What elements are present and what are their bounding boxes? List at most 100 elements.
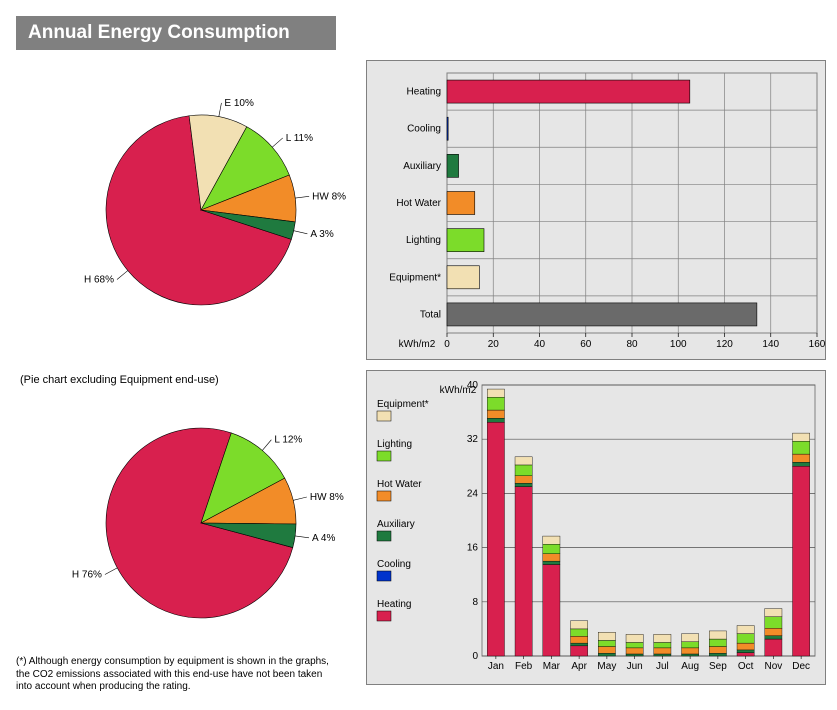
hbar-x-axis-label: kWh/m2 <box>399 339 436 350</box>
stacked-segment <box>543 565 560 656</box>
stacked-segment <box>793 433 810 441</box>
y-tick-label: 16 <box>467 543 479 554</box>
stacked-segment <box>487 397 504 410</box>
stacked-segment <box>598 653 615 656</box>
y-tick-label: 8 <box>472 597 478 608</box>
stacked-segment <box>543 554 560 561</box>
stacked-segment <box>737 626 754 634</box>
stacked-segment <box>543 561 560 564</box>
legend-label: Equipment* <box>377 399 429 410</box>
legend-swatch <box>377 491 391 501</box>
x-tick-label: 20 <box>488 339 500 350</box>
stacked-segment <box>626 648 643 654</box>
month-label: Feb <box>515 661 533 672</box>
legend-swatch <box>377 411 391 421</box>
stacked-segment <box>709 647 726 654</box>
hbar-bar <box>447 303 757 326</box>
hbar-bar <box>447 191 475 214</box>
x-tick-label: 0 <box>444 339 450 350</box>
stacked-segment <box>654 654 671 656</box>
legend-swatch <box>377 611 391 621</box>
stacked-segment <box>654 634 671 642</box>
x-tick-label: 80 <box>626 339 638 350</box>
legend-label: Hot Water <box>377 479 422 490</box>
month-label: Aug <box>681 661 699 672</box>
stacked-segment <box>598 632 615 640</box>
stacked-segment <box>487 418 504 422</box>
stacked-segment <box>515 457 532 465</box>
stacked-segment <box>682 642 699 648</box>
stacked-segment <box>737 634 754 643</box>
page-title: Annual Energy Consumption <box>16 16 336 50</box>
y-tick-label: 24 <box>467 488 479 499</box>
stacked-segment <box>543 544 560 553</box>
stacked-segment <box>709 639 726 646</box>
pie-slice-label: L 12% <box>274 435 302 446</box>
stacked-segment <box>709 631 726 639</box>
stacked-segment <box>682 648 699 654</box>
stacked-segment <box>765 639 782 656</box>
x-tick-label: 120 <box>716 339 733 350</box>
month-label: Jun <box>627 661 643 672</box>
stacked-segment <box>515 476 532 483</box>
stacked-segment <box>626 654 643 656</box>
pie-chart-1-panel: H 68%E 10%L 11%HW 8%A 3% <box>16 60 356 360</box>
pie-slice-label: L 11% <box>286 133 313 144</box>
stacked-segment <box>571 636 588 643</box>
month-label: Nov <box>764 661 782 672</box>
hbar-panel: 020406080100120140160HeatingCoolingAuxil… <box>366 60 836 360</box>
pie-chart-2: H 76% L 12% HW 8% A 4% <box>26 388 346 648</box>
stacked-segment <box>487 422 504 656</box>
x-tick-label: 140 <box>762 339 779 350</box>
legend-label: Heating <box>377 599 411 610</box>
stacked-segment <box>626 634 643 642</box>
stacked-segment <box>793 462 810 466</box>
month-label: Jan <box>488 661 504 672</box>
stacked-y-axis-label: kWh/m2 <box>440 385 477 396</box>
month-label: Sep <box>709 661 727 672</box>
pie-slice-label: A 3% <box>310 229 333 240</box>
hbar-category-label: Lighting <box>406 235 441 246</box>
stacked-segment <box>793 466 810 656</box>
hbar-category-label: Total <box>420 309 441 320</box>
hbar-category-label: Cooling <box>407 124 441 135</box>
pie-slice-label: A 4% <box>312 533 335 544</box>
stacked-segment <box>793 441 810 454</box>
stacked-segment <box>598 640 615 646</box>
stacked-segment <box>793 454 810 462</box>
stacked-segment <box>709 653 726 656</box>
hbar-bar <box>447 266 479 289</box>
stacked-segment <box>543 536 560 544</box>
x-tick-label: 100 <box>670 339 687 350</box>
pie-slice-label: HW 8% <box>312 191 346 202</box>
stacked-segment <box>571 621 588 629</box>
stacked-segment <box>487 389 504 397</box>
stacked-segment <box>515 487 532 656</box>
pie-slice-label: HW 8% <box>310 492 344 503</box>
stacked-segment <box>682 654 699 656</box>
pie-chart-2-panel: (Pie chart excluding Equipment end-use) … <box>16 370 356 694</box>
x-tick-label: 160 <box>809 339 826 350</box>
stacked-segment <box>654 648 671 654</box>
y-tick-label: 32 <box>467 434 479 445</box>
legend-label: Auxiliary <box>377 519 415 530</box>
pie-slice-label: H 76% <box>72 570 102 581</box>
legend-label: Cooling <box>377 559 411 570</box>
stacked-segment <box>737 653 754 656</box>
month-label: Mar <box>543 661 561 672</box>
hbar-category-label: Heating <box>407 87 441 98</box>
stacked-segment <box>571 643 588 646</box>
stacked-panel: 0816243240kWh/m2JanFebMarAprMayJunJulAug… <box>366 370 836 694</box>
x-tick-label: 40 <box>534 339 546 350</box>
month-label: Jul <box>656 661 669 672</box>
stacked-segment <box>682 634 699 642</box>
stacked-segment <box>737 650 754 653</box>
stacked-segment <box>515 465 532 476</box>
hbar-category-label: Hot Water <box>396 198 441 209</box>
month-label: Dec <box>792 661 810 672</box>
stacked-segment <box>571 646 588 656</box>
stacked-segment <box>515 483 532 486</box>
month-label: May <box>597 661 616 672</box>
legend-swatch <box>377 531 391 541</box>
pie-chart-1: H 68%E 10%L 11%HW 8%A 3% <box>26 60 346 340</box>
